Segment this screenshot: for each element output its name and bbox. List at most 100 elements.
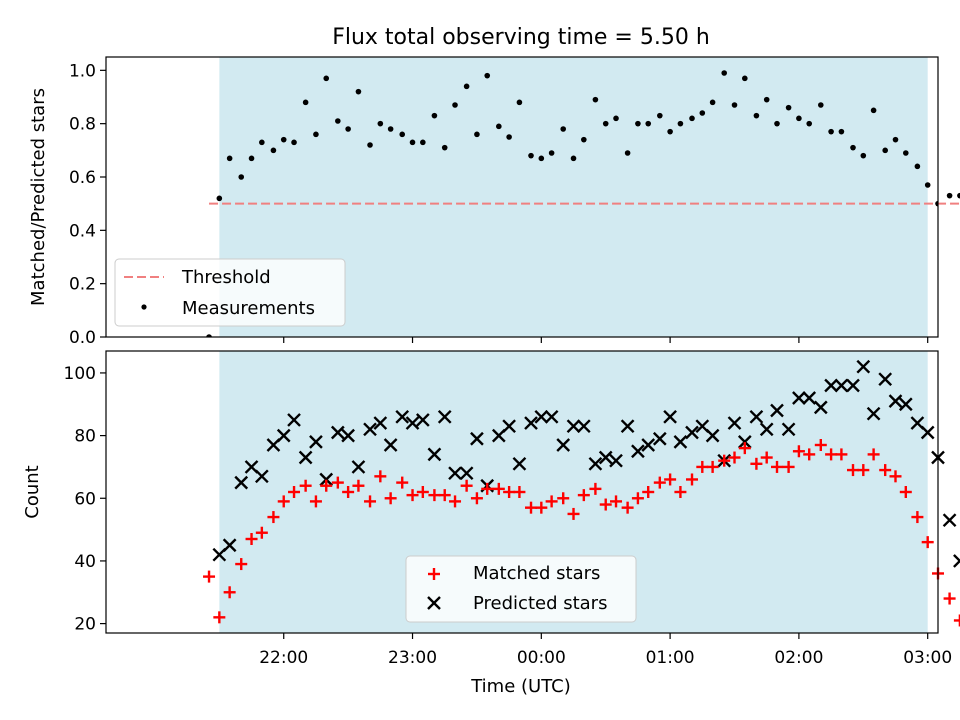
legend-matched-label: Matched stars	[473, 563, 600, 584]
measurement-point	[216, 195, 223, 202]
measurement-point	[689, 115, 695, 122]
predicted-star-point	[792, 391, 806, 405]
matched-star-point	[653, 476, 666, 489]
matched-star-point	[428, 489, 441, 502]
matched-star-point	[771, 460, 784, 473]
matched-star-point	[696, 460, 709, 473]
predicted-star-point	[813, 400, 828, 415]
matched-star-point	[621, 501, 634, 514]
matched-star-point	[460, 479, 473, 492]
measurement-point	[774, 120, 780, 127]
predicted-star-point	[234, 475, 249, 490]
x-tick-label: 01:00	[646, 648, 695, 668]
measurement-point	[270, 147, 277, 154]
predicted-star-point	[641, 438, 656, 452]
predicted-star-point	[298, 450, 313, 465]
matched-star-point	[288, 486, 301, 498]
predicted-star-point	[576, 419, 591, 434]
matched-star-point	[631, 492, 644, 505]
predicted-star-point	[920, 425, 935, 440]
top-axes-frame	[105, 56, 939, 338]
x-axis-label: Time (UTC)	[470, 676, 571, 697]
measurement-point	[753, 112, 760, 119]
predicted-star-point	[631, 444, 645, 459]
measurement-point	[259, 139, 265, 146]
measurement-points	[206, 70, 938, 337]
legend-measurements-label: Measurements	[182, 298, 315, 319]
matched-star-point	[320, 479, 333, 492]
top-y-tick-label: 0.6	[69, 168, 96, 188]
matched-star-point	[396, 476, 409, 489]
measurement-point	[914, 163, 921, 170]
x-tick-label: 22:00	[259, 648, 308, 668]
measurement-point	[474, 131, 480, 138]
predicted-star-point	[363, 422, 377, 437]
matched-star-point	[309, 495, 322, 508]
matched-star-point	[599, 498, 612, 511]
measurement-point	[452, 102, 458, 108]
bottom-y-axis: 20 40 60 80 100	[64, 364, 106, 635]
predicted-star-point	[287, 413, 301, 427]
measurement-point	[946, 192, 953, 199]
matched-star-point	[535, 501, 548, 514]
matched-star-point	[728, 451, 741, 464]
matched-star-point	[577, 489, 590, 502]
predicted-star-point	[341, 428, 355, 443]
matched-star-point	[879, 464, 892, 477]
matched-star-point	[342, 486, 355, 498]
matched-star-point	[492, 482, 505, 495]
predicted-star-point	[544, 409, 559, 424]
top-y-tick-label: 1.0	[69, 61, 96, 81]
measurement-point	[721, 70, 728, 76]
predicted-star-point	[685, 425, 699, 440]
legend-matched-swatch	[428, 568, 440, 580]
measurement-point	[613, 115, 619, 122]
matched-star-point	[889, 470, 902, 483]
predicted-star-point	[673, 435, 688, 449]
measurement-point	[367, 142, 373, 148]
matched-star-point	[449, 495, 462, 508]
measurement-point	[420, 139, 426, 146]
measurement-point	[560, 126, 567, 132]
matched-star-point	[438, 489, 451, 502]
bottom-y-tick-label: 60	[74, 489, 96, 509]
predicted-star-point	[652, 431, 667, 446]
matched-star-point	[525, 501, 538, 514]
chart-title: Flux total observing time = 5.50 h	[332, 25, 710, 50]
matched-star-point	[557, 492, 570, 505]
measurement-point	[463, 83, 470, 90]
bottom-legend: Matched stars Predicted stars	[405, 555, 637, 623]
measurement-point	[302, 99, 309, 106]
matched-star-point	[943, 592, 956, 605]
measurement-point	[892, 136, 899, 143]
predicted-star-point	[727, 416, 742, 430]
measurement-point	[870, 107, 877, 114]
matched-star-point	[792, 445, 805, 458]
measurement-point	[516, 99, 523, 106]
matched-star-point	[352, 479, 365, 492]
measurement-point	[677, 120, 684, 127]
predicted-star-point	[459, 466, 474, 481]
matched-star-point	[416, 486, 429, 498]
measurement-point	[335, 118, 341, 124]
measurement-point	[484, 72, 491, 79]
matched-star-point	[255, 526, 268, 539]
measurement-point	[838, 128, 845, 135]
predicted-star-point	[781, 422, 796, 437]
measurement-point	[313, 131, 319, 138]
measurement-point	[280, 136, 287, 143]
measurement-point	[785, 104, 792, 111]
matched-star-point	[664, 473, 677, 486]
measurement-point	[882, 147, 888, 154]
x-tick-label: 02:00	[774, 648, 823, 668]
predicted-star-point	[705, 428, 720, 443]
top-y-tick-label: 0.2	[69, 275, 96, 295]
matched-star-point	[277, 495, 290, 508]
matched-star-point	[953, 614, 960, 627]
legend-measurements-swatch	[141, 304, 147, 310]
matched-star-point	[245, 533, 258, 545]
measurement-point	[903, 150, 909, 156]
matched-star-point	[760, 451, 773, 464]
predicted-star-point	[319, 472, 334, 487]
matched-star-point	[706, 460, 719, 473]
